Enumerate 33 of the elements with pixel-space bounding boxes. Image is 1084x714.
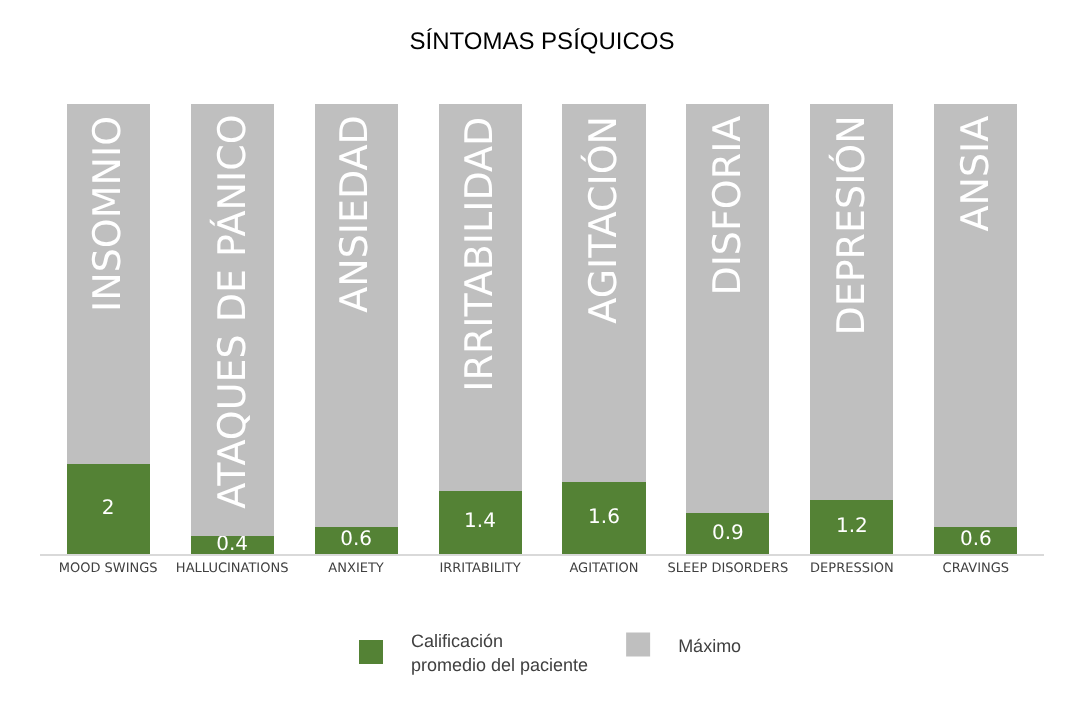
- data-label: DEPRESIÓN: [828, 115, 875, 336]
- data-label: DISFORIA: [706, 115, 751, 296]
- bar: [562, 103, 646, 482]
- data-label: 0.6: [340, 529, 372, 552]
- data-label: 1.4: [464, 511, 496, 534]
- legend-label: Máximo: [678, 635, 742, 656]
- bar: [438, 490, 522, 554]
- bar: [934, 526, 1018, 554]
- data-label: 1.2: [835, 515, 868, 538]
- bar: [314, 526, 398, 554]
- data-label: 0.9: [712, 522, 744, 545]
- bar: [686, 103, 770, 514]
- legend-label: Calificación promedio del paciente: [411, 631, 589, 675]
- data-label: INSOMNIO: [86, 115, 131, 312]
- bar: [66, 103, 150, 464]
- data-label: ANSIEDAD: [333, 115, 378, 313]
- bar: [810, 103, 894, 500]
- data-label: ANSIA: [954, 115, 999, 232]
- chart-title: SÍNTOMAS PSÍQUICOS: [409, 26, 675, 55]
- data-label: ATAQUES DE PÁNICO: [209, 114, 256, 509]
- bar: [934, 103, 1018, 527]
- data-label: IRRITABILIDAD: [458, 116, 503, 392]
- data-label: AGITACIÓN: [580, 116, 627, 324]
- bar: [562, 481, 646, 554]
- bar: [810, 499, 894, 554]
- data-label: 1.6: [588, 506, 620, 529]
- data-label: 0.4: [216, 533, 249, 556]
- bar: [686, 513, 770, 554]
- data-label: 0.6: [959, 529, 992, 552]
- bar: [66, 463, 150, 554]
- bar: [314, 103, 398, 527]
- data-label: 2: [101, 497, 115, 520]
- bar: [438, 103, 522, 491]
